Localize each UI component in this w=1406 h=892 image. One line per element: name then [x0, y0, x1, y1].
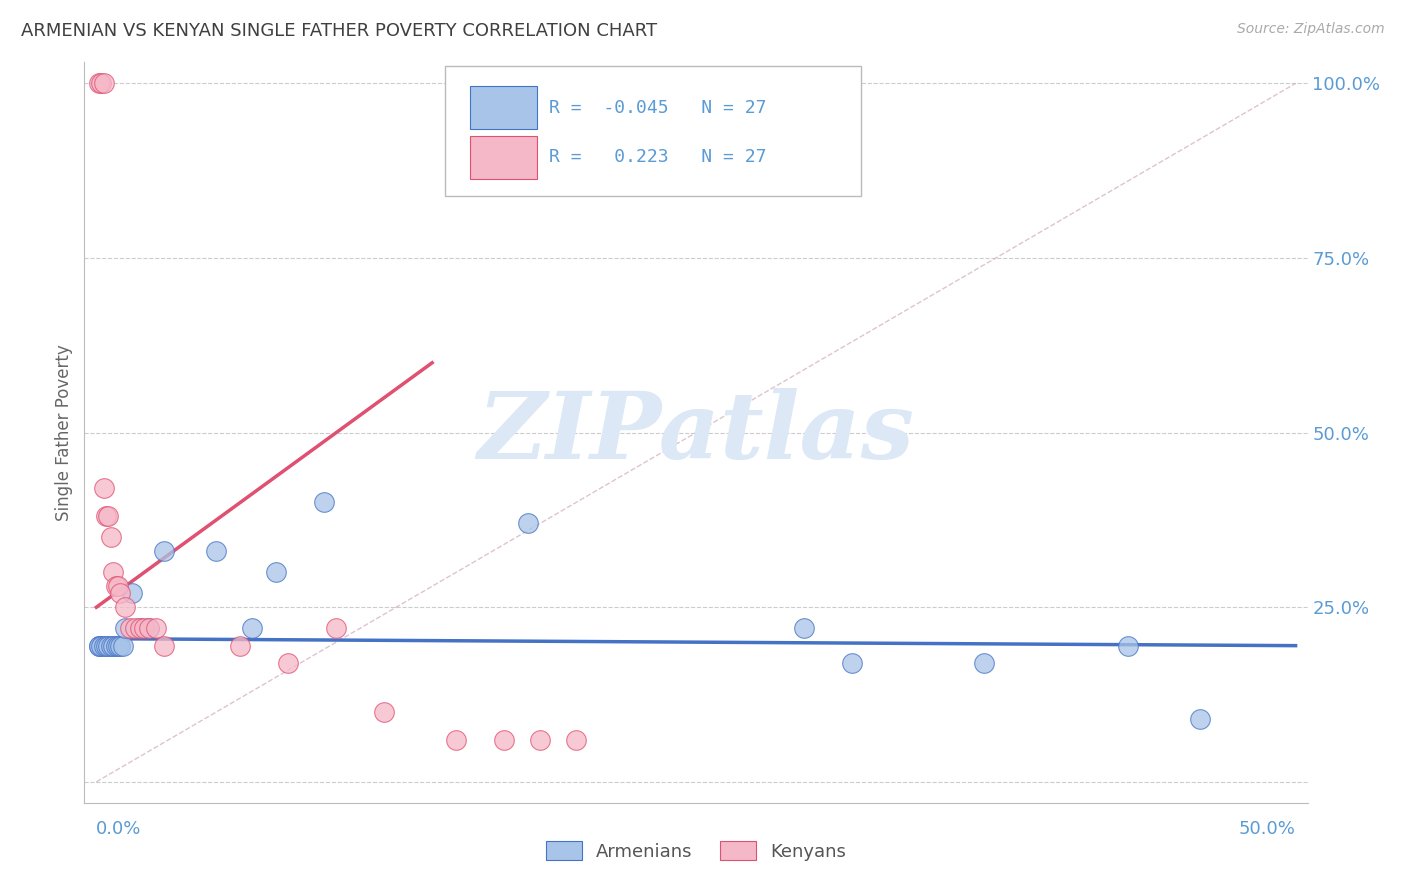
- Point: [90, 639, 112, 653]
- Point: [229, 639, 252, 653]
- Text: 0.0%: 0.0%: [97, 821, 142, 838]
- Point: [494, 733, 516, 747]
- Point: [100, 639, 122, 653]
- Point: [517, 516, 540, 531]
- Point: [314, 495, 336, 509]
- Point: [152, 544, 174, 558]
- Point: [111, 639, 134, 653]
- FancyBboxPatch shape: [470, 87, 537, 129]
- Point: [94, 509, 117, 524]
- Y-axis label: Single Father Poverty: Single Father Poverty: [55, 344, 73, 521]
- Text: 50.0%: 50.0%: [1239, 821, 1295, 838]
- Point: [107, 579, 129, 593]
- Point: [138, 621, 160, 635]
- Point: [118, 621, 141, 635]
- FancyBboxPatch shape: [446, 66, 860, 195]
- Point: [87, 639, 110, 653]
- Point: [104, 579, 127, 593]
- Point: [114, 600, 136, 615]
- Point: [87, 76, 110, 90]
- Point: [841, 656, 863, 670]
- Point: [110, 586, 132, 600]
- Text: ZIPatlas: ZIPatlas: [478, 388, 914, 477]
- Point: [87, 639, 110, 653]
- Point: [128, 621, 150, 635]
- Point: [264, 566, 287, 580]
- Point: [104, 639, 127, 653]
- Point: [138, 621, 160, 635]
- Point: [97, 509, 120, 524]
- Point: [100, 530, 122, 544]
- Point: [97, 639, 120, 653]
- FancyBboxPatch shape: [470, 136, 537, 178]
- Point: [565, 733, 588, 747]
- Point: [444, 733, 467, 747]
- Point: [114, 621, 136, 635]
- Point: [101, 639, 124, 653]
- Point: [110, 639, 132, 653]
- Point: [325, 621, 347, 635]
- Text: Source: ZipAtlas.com: Source: ZipAtlas.com: [1237, 22, 1385, 37]
- Point: [121, 586, 143, 600]
- Point: [145, 621, 167, 635]
- Point: [93, 639, 115, 653]
- Point: [1188, 712, 1211, 726]
- Point: [373, 705, 395, 719]
- Point: [93, 482, 115, 496]
- Point: [124, 621, 146, 635]
- Point: [101, 566, 124, 580]
- Point: [128, 621, 150, 635]
- Point: [1116, 639, 1139, 653]
- Point: [94, 639, 117, 653]
- Point: [134, 621, 156, 635]
- Text: R =  -0.045   N = 27: R = -0.045 N = 27: [550, 99, 766, 117]
- Point: [90, 76, 112, 90]
- Text: ARMENIAN VS KENYAN SINGLE FATHER POVERTY CORRELATION CHART: ARMENIAN VS KENYAN SINGLE FATHER POVERTY…: [21, 22, 657, 40]
- Point: [973, 656, 995, 670]
- Point: [205, 544, 228, 558]
- Point: [277, 656, 299, 670]
- Point: [93, 76, 115, 90]
- Point: [240, 621, 263, 635]
- Text: R =   0.223   N = 27: R = 0.223 N = 27: [550, 148, 766, 166]
- Point: [107, 639, 129, 653]
- Legend: Armenians, Kenyans: Armenians, Kenyans: [538, 834, 853, 868]
- Point: [152, 639, 174, 653]
- Point: [529, 733, 551, 747]
- Point: [793, 621, 815, 635]
